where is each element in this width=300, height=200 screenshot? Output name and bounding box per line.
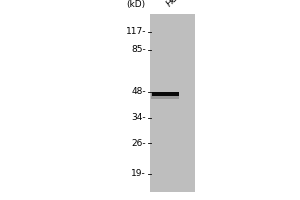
- Text: 19-: 19-: [131, 170, 146, 178]
- Bar: [152, 92, 178, 96]
- Bar: [151, 92, 179, 99]
- Text: 48-: 48-: [131, 88, 146, 97]
- Text: 117-: 117-: [126, 27, 146, 36]
- Text: Hela: Hela: [165, 0, 185, 8]
- Text: (kD): (kD): [126, 0, 146, 9]
- Text: 85-: 85-: [131, 46, 146, 54]
- Bar: [150, 14, 195, 192]
- Text: 34-: 34-: [131, 114, 146, 122]
- Text: 26-: 26-: [131, 138, 146, 148]
